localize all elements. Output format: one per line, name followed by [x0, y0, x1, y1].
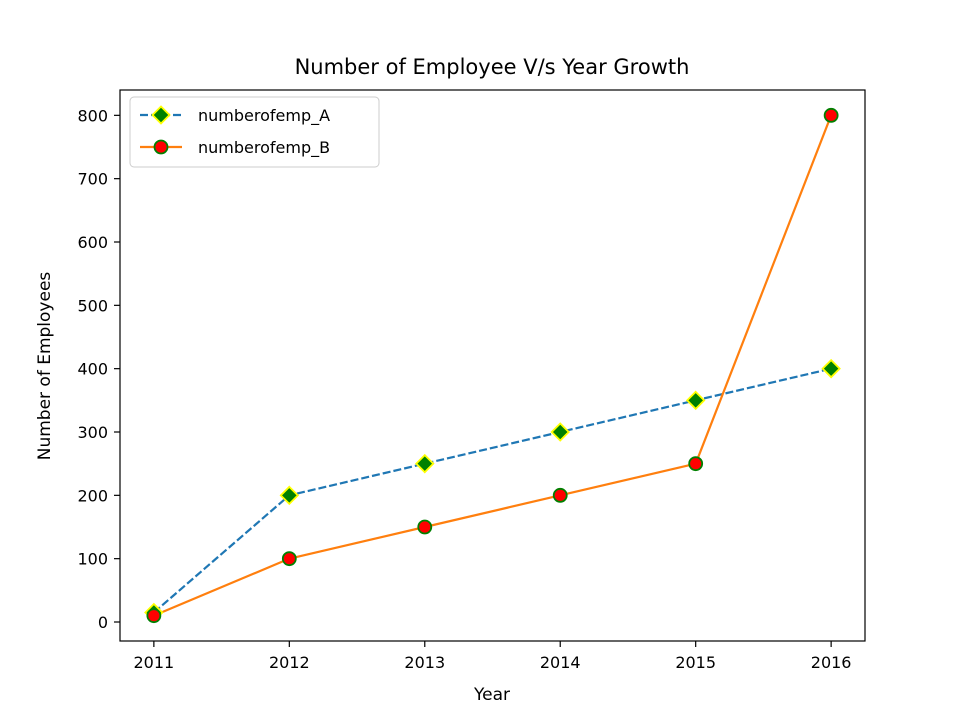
y-tick-label-0: 0: [98, 613, 108, 632]
plot-frame: [119, 89, 866, 642]
legend: numberofemp_A numberofemp_B: [129, 96, 380, 168]
legend-box: [129, 96, 380, 168]
data-point-numberofemp_B-2011: [146, 608, 162, 624]
y-tick-label-700: 700: [77, 170, 108, 189]
data-point-numberofemp_A-2013: [414, 453, 435, 474]
data-point-numberofemp_A-2014: [550, 422, 571, 442]
x-tick-label-2011: 2011: [134, 653, 175, 672]
legend-marker-numberofemp_B: [153, 139, 169, 155]
y-tick-label-800: 800: [77, 106, 108, 125]
y-tick-label-300: 300: [77, 423, 108, 442]
y-tick-label-600: 600: [77, 233, 108, 252]
y-tick-label-100: 100: [77, 550, 108, 569]
data-point-numberofemp_A-2012: [279, 485, 300, 506]
y-tick-label-500: 500: [77, 296, 108, 315]
x-tick-label-2013: 2013: [404, 653, 445, 672]
y-tick-label-200: 200: [77, 486, 108, 505]
y-axis-label: Number of Employees: [35, 272, 55, 461]
axes: 2011 2012 2013 2014 2015 2016 0 100 200 300 400 500…: [77, 89, 866, 672]
data-point-numberofemp_B-2013: [417, 519, 433, 535]
legend-label-numberofemp_A: numberofemp_A: [198, 106, 330, 126]
series-line-numberofemp_A: [153, 367, 832, 614]
data-point-numberofemp_A-2015: [685, 390, 706, 411]
data-point-numberofemp_B-2012: [281, 551, 297, 567]
x-tick-label-2015: 2015: [675, 653, 716, 672]
x-axis-label: Year: [473, 685, 510, 705]
x-tick-label-2014: 2014: [540, 653, 581, 672]
data-point-numberofemp_B-2016: [823, 107, 839, 123]
data-point-numberofemp_A-2016: [821, 358, 841, 379]
chart-title: Number of Employee V/s Year Growth: [295, 55, 690, 79]
y-tick-label-400: 400: [77, 360, 108, 379]
data-point-numberofemp_B-2015: [688, 456, 704, 472]
x-tick-label-2012: 2012: [269, 653, 310, 672]
plot-area: [144, 107, 841, 624]
data-point-numberofemp_B-2014: [552, 487, 568, 503]
x-tick-label-2016: 2016: [811, 653, 852, 672]
series-line-numberofemp_B: [153, 114, 833, 617]
legend-marker-numberofemp_A: [151, 105, 171, 125]
legend-label-numberofemp_B: numberofemp_B: [198, 138, 330, 158]
